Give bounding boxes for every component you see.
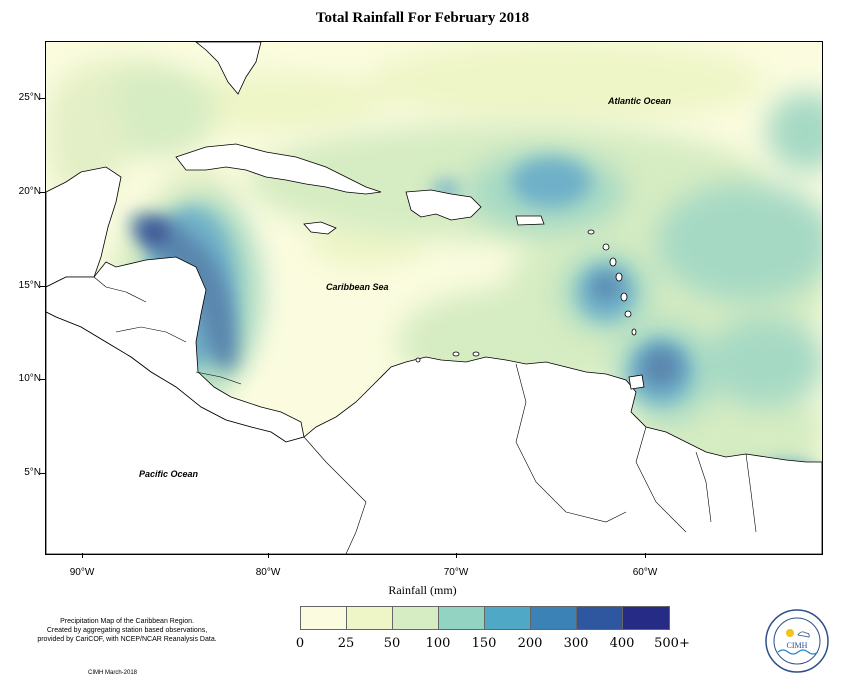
lon-label-80w: 80°W xyxy=(255,567,281,578)
cloud-icon xyxy=(797,631,810,638)
cimh-logo: CIMH xyxy=(764,608,830,674)
map-title: Total Rainfall For February 2018 xyxy=(315,10,530,26)
legend-tick: 150 xyxy=(471,636,497,651)
sun-icon xyxy=(786,629,794,637)
lat-tick xyxy=(40,473,45,474)
lon-label-70w: 70°W xyxy=(443,567,469,578)
legend-tick-labels: 0 25 50 100 150 200 300 400 500+ xyxy=(0,636,845,656)
caribbean-sea-label: Caribbean Sea xyxy=(326,282,389,292)
legend-swatch-0 xyxy=(301,607,347,629)
credit-line: Created by aggregating station based obs… xyxy=(46,627,208,634)
legend-tick: 100 xyxy=(425,636,451,651)
legend-tick: 400 xyxy=(609,636,635,651)
rainfall-legend xyxy=(300,606,670,630)
lesser-antilles xyxy=(415,229,637,363)
logo-name: CIMH xyxy=(787,641,808,650)
legend-tick: 25 xyxy=(337,636,355,651)
legend-swatch-25 xyxy=(347,607,393,629)
wave-icon xyxy=(777,649,819,655)
legend-tick: 500+ xyxy=(654,636,690,651)
legend-title: Rainfall (mm) xyxy=(388,583,457,597)
lon-tick xyxy=(82,553,83,558)
lat-label-25n: 25°N xyxy=(18,92,41,103)
lon-label-60w: 60°W xyxy=(632,567,658,578)
lat-tick xyxy=(40,286,45,287)
country-borders xyxy=(93,276,757,554)
lon-tick xyxy=(645,553,646,558)
lat-label-5n: 5°N xyxy=(24,467,41,478)
footer-text: CIMH March-2018 xyxy=(88,670,138,676)
legend-tick: 300 xyxy=(563,636,589,651)
legend-swatch-50 xyxy=(393,607,439,629)
atlantic-ocean-label: Atlantic Ocean xyxy=(607,96,672,106)
lat-label-20n: 20°N xyxy=(18,186,41,197)
legend-swatch-400 xyxy=(623,607,669,629)
credit-text: Precipitation Map of the Caribbean Regio… xyxy=(12,617,242,644)
coastlines xyxy=(46,42,822,554)
florida-land xyxy=(195,42,262,95)
legend-swatch-200 xyxy=(531,607,577,629)
legend-swatch-300 xyxy=(577,607,623,629)
lon-label-90w: 90°W xyxy=(69,567,95,578)
legend-swatch-150 xyxy=(485,607,531,629)
lat-tick xyxy=(40,379,45,380)
legend-tick: 200 xyxy=(517,636,543,651)
rainfall-map: Atlantic Ocean Caribbean Sea Pacific Oce… xyxy=(45,41,823,555)
lon-tick xyxy=(268,553,269,558)
lat-tick xyxy=(40,98,45,99)
legend-swatch-100 xyxy=(439,607,485,629)
lat-label-10n: 10°N xyxy=(18,373,41,384)
credit-line: Precipitation Map of the Caribbean Regio… xyxy=(60,618,194,625)
pacific-ocean-label: Pacific Ocean xyxy=(139,469,199,479)
legend-tick: 0 xyxy=(295,636,305,651)
lat-label-15n: 15°N xyxy=(18,280,41,291)
credit-line: provided by CariCOF, with NCEP/NCAR Rean… xyxy=(37,636,217,643)
legend-tick: 50 xyxy=(383,636,401,651)
lat-tick xyxy=(40,192,45,193)
lon-tick xyxy=(456,553,457,558)
